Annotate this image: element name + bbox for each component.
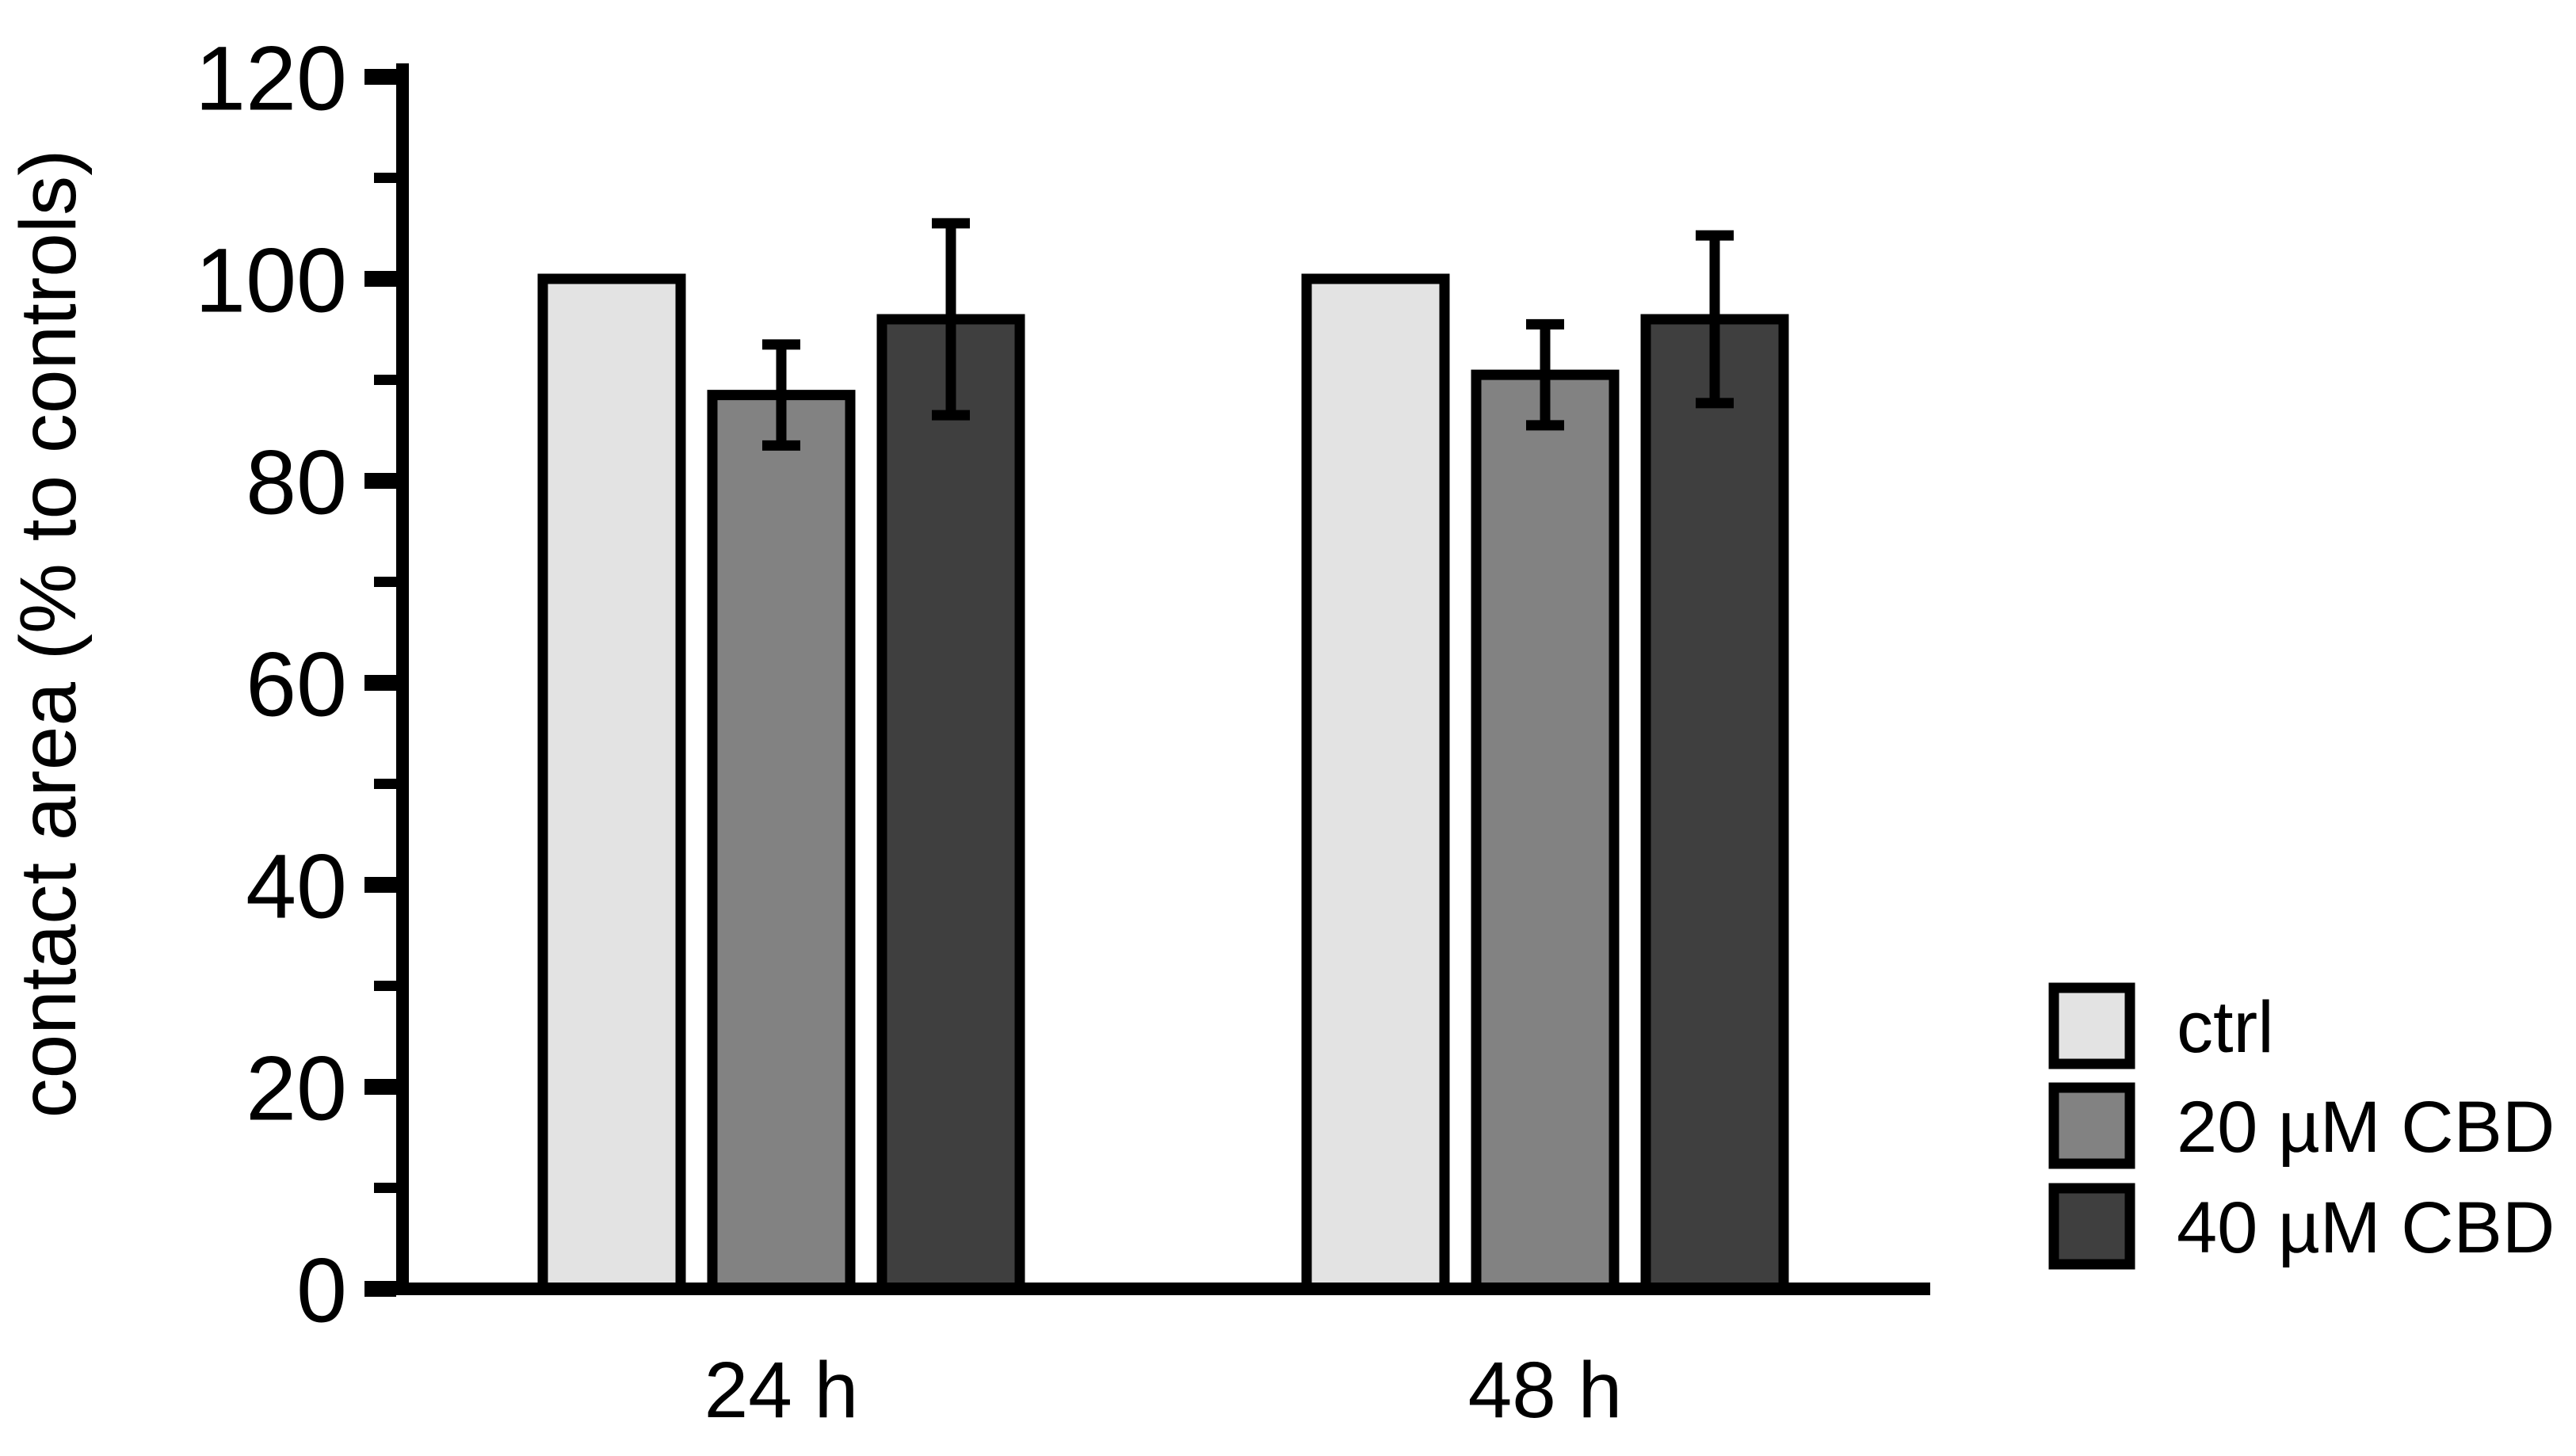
y-major-tick (364, 1281, 396, 1297)
y-minor-tick (374, 981, 396, 991)
error-bar-cap-top (1526, 318, 1564, 330)
error-bar-stem (945, 223, 956, 416)
legend-swatch-2 (2048, 1082, 2135, 1169)
y-major-tick (364, 1079, 396, 1095)
y-axis-line (396, 63, 409, 1295)
error-bar-cap-top (932, 218, 970, 229)
bar-24h-series1 (707, 390, 856, 1294)
error-bar-cap-top (762, 339, 800, 350)
error-bar-cap-bottom (762, 440, 800, 451)
y-major-tick (364, 675, 396, 691)
y-minor-tick (374, 577, 396, 587)
y-tick-label: 60 (246, 634, 347, 735)
legend-swatch-3 (2048, 1183, 2135, 1270)
x-category-label: 48 h (1468, 1346, 1623, 1435)
error-bar-cap-bottom (1696, 398, 1734, 409)
legend-label-3: 40 µM CBD (2177, 1187, 2555, 1268)
y-minor-tick (374, 1183, 396, 1193)
bar-24h-series0 (537, 273, 686, 1294)
error-bar-cap-top (1696, 230, 1734, 241)
y-major-tick (364, 271, 396, 287)
y-major-tick (364, 473, 396, 489)
y-tick-label: 40 (246, 836, 347, 937)
bar-48h-series2 (1640, 314, 1789, 1294)
error-bar-cap-bottom (932, 410, 970, 421)
bar-48h-series1 (1471, 369, 1620, 1294)
legend-label-1: ctrl (2177, 987, 2274, 1068)
error-bar-stem (1540, 324, 1551, 425)
y-minor-tick (374, 779, 396, 789)
legend-swatch-1 (2048, 982, 2135, 1069)
y-tick-label: 100 (195, 230, 347, 331)
y-minor-tick (374, 375, 396, 385)
y-major-tick (364, 877, 396, 893)
y-minor-tick (374, 173, 396, 183)
y-axis-title: contact area (% to controls) (4, 150, 93, 1119)
x-category-label: 24 h (704, 1346, 859, 1435)
error-bar-stem (1709, 235, 1720, 403)
y-tick-label: 0 (296, 1240, 347, 1341)
x-axis-line (396, 1283, 1930, 1295)
error-bar-stem (776, 344, 787, 446)
y-tick-label: 120 (195, 28, 347, 129)
y-tick-label: 20 (246, 1038, 347, 1139)
error-bar-cap-bottom (1526, 420, 1564, 431)
legend-label-2: 20 µM CBD (2177, 1087, 2555, 1168)
bar-48h-series0 (1301, 273, 1450, 1294)
y-tick-label: 80 (246, 432, 347, 533)
bar-24h-series2 (876, 314, 1025, 1294)
y-major-tick (364, 69, 396, 85)
